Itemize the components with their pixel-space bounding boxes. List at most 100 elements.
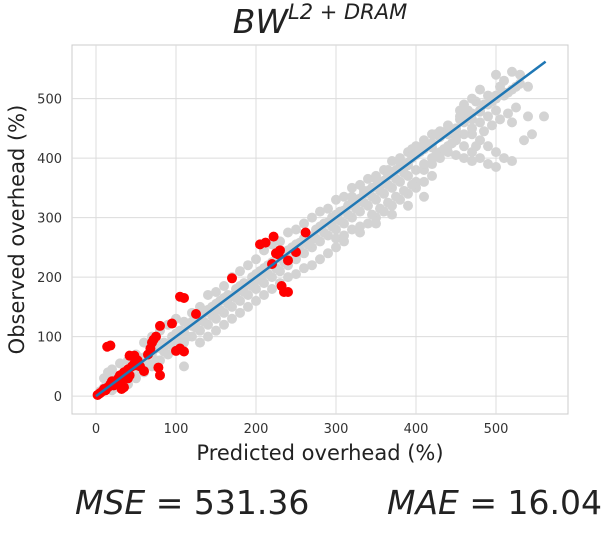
training-point xyxy=(475,117,485,127)
training-point xyxy=(395,156,405,166)
y-tick-label: 400 xyxy=(37,152,62,167)
training-point xyxy=(539,111,549,121)
training-point xyxy=(315,254,325,264)
training-point xyxy=(307,260,317,270)
training-point xyxy=(235,266,245,276)
x-tick-label: 100 xyxy=(164,422,189,437)
x-tick-label: 400 xyxy=(404,422,429,437)
mae-metric: MAE = 16.04 xyxy=(387,483,602,522)
training-point xyxy=(523,82,533,92)
training-point xyxy=(211,326,221,336)
training-point xyxy=(183,332,193,342)
training-point xyxy=(219,281,229,291)
training-point xyxy=(179,361,189,371)
test-point xyxy=(167,319,177,329)
x-tick-label: 300 xyxy=(324,422,349,437)
y-tick-label: 200 xyxy=(37,271,62,286)
training-point xyxy=(291,269,301,279)
training-point xyxy=(243,260,253,270)
test-point xyxy=(179,293,189,303)
training-point xyxy=(511,102,521,112)
x-axis-label: Predicted overhead (%) xyxy=(196,441,443,465)
training-point xyxy=(391,192,401,202)
test-point xyxy=(105,341,115,351)
training-point xyxy=(307,213,317,223)
training-point xyxy=(371,174,381,184)
training-point xyxy=(459,141,469,151)
training-point xyxy=(355,227,365,237)
training-point xyxy=(499,76,509,86)
training-point xyxy=(491,162,501,172)
training-point xyxy=(419,159,429,169)
training-point xyxy=(419,138,429,148)
training-point xyxy=(479,126,489,136)
training-point xyxy=(455,105,465,115)
training-point xyxy=(467,156,477,166)
training-point xyxy=(195,338,205,348)
training-point xyxy=(371,219,381,229)
test-point xyxy=(301,227,311,237)
y-tick-label: 500 xyxy=(37,93,62,108)
training-point xyxy=(383,198,393,208)
y-tick-labels: 0 100 200 300 400 500 xyxy=(37,93,62,406)
training-point xyxy=(251,296,261,306)
mse-value: 531.36 xyxy=(194,483,309,522)
training-point xyxy=(407,144,417,154)
training-point xyxy=(507,117,517,127)
training-point xyxy=(483,141,493,151)
training-point xyxy=(331,242,341,252)
y-tick-label: 300 xyxy=(37,212,62,227)
mae-label: MAE xyxy=(387,483,459,522)
y-tick-label: 0 xyxy=(54,390,62,405)
test-point xyxy=(283,287,293,297)
test-point xyxy=(179,347,189,357)
training-point xyxy=(519,135,529,145)
training-point xyxy=(523,111,533,121)
training-point xyxy=(431,150,441,160)
training-point xyxy=(507,156,517,166)
training-point xyxy=(103,367,113,377)
training-point xyxy=(431,129,441,139)
training-point xyxy=(443,120,453,130)
training-point xyxy=(471,141,481,151)
training-point xyxy=(483,111,493,121)
training-point xyxy=(367,210,377,220)
training-point xyxy=(323,204,333,214)
training-point xyxy=(227,314,237,324)
training-point xyxy=(419,192,429,202)
mae-value: 16.04 xyxy=(508,483,602,522)
training-point xyxy=(403,201,413,211)
training-point xyxy=(375,204,385,214)
training-point xyxy=(487,120,497,130)
test-point xyxy=(191,309,201,319)
x-tick-label: 500 xyxy=(484,422,509,437)
test-point xyxy=(139,366,149,376)
x-tick-labels: 0 100 200 300 400 500 xyxy=(92,422,509,437)
test-point xyxy=(261,238,271,248)
training-point xyxy=(491,147,501,157)
mse-label: MSE xyxy=(75,483,145,522)
training-point xyxy=(219,320,229,330)
training-point xyxy=(475,85,485,95)
training-point xyxy=(251,254,261,264)
training-point xyxy=(399,186,409,196)
training-point xyxy=(299,219,309,229)
training-point xyxy=(267,284,277,294)
test-point xyxy=(155,370,165,380)
test-point xyxy=(227,273,237,283)
training-point xyxy=(407,180,417,190)
training-point xyxy=(387,210,397,220)
training-point xyxy=(527,129,537,139)
scatter-plot: 0 100 200 300 400 500 0 100 200 300 400 500 Predic… xyxy=(0,0,607,470)
training-point xyxy=(243,302,253,312)
training-point xyxy=(203,332,213,342)
training-point xyxy=(427,171,437,181)
training-point xyxy=(491,70,501,80)
training-point xyxy=(495,114,505,124)
test-point xyxy=(151,332,161,342)
training-point xyxy=(503,108,513,118)
training-point xyxy=(383,165,393,175)
training-point xyxy=(259,290,269,300)
training-point xyxy=(439,144,449,154)
training-point xyxy=(211,287,221,297)
